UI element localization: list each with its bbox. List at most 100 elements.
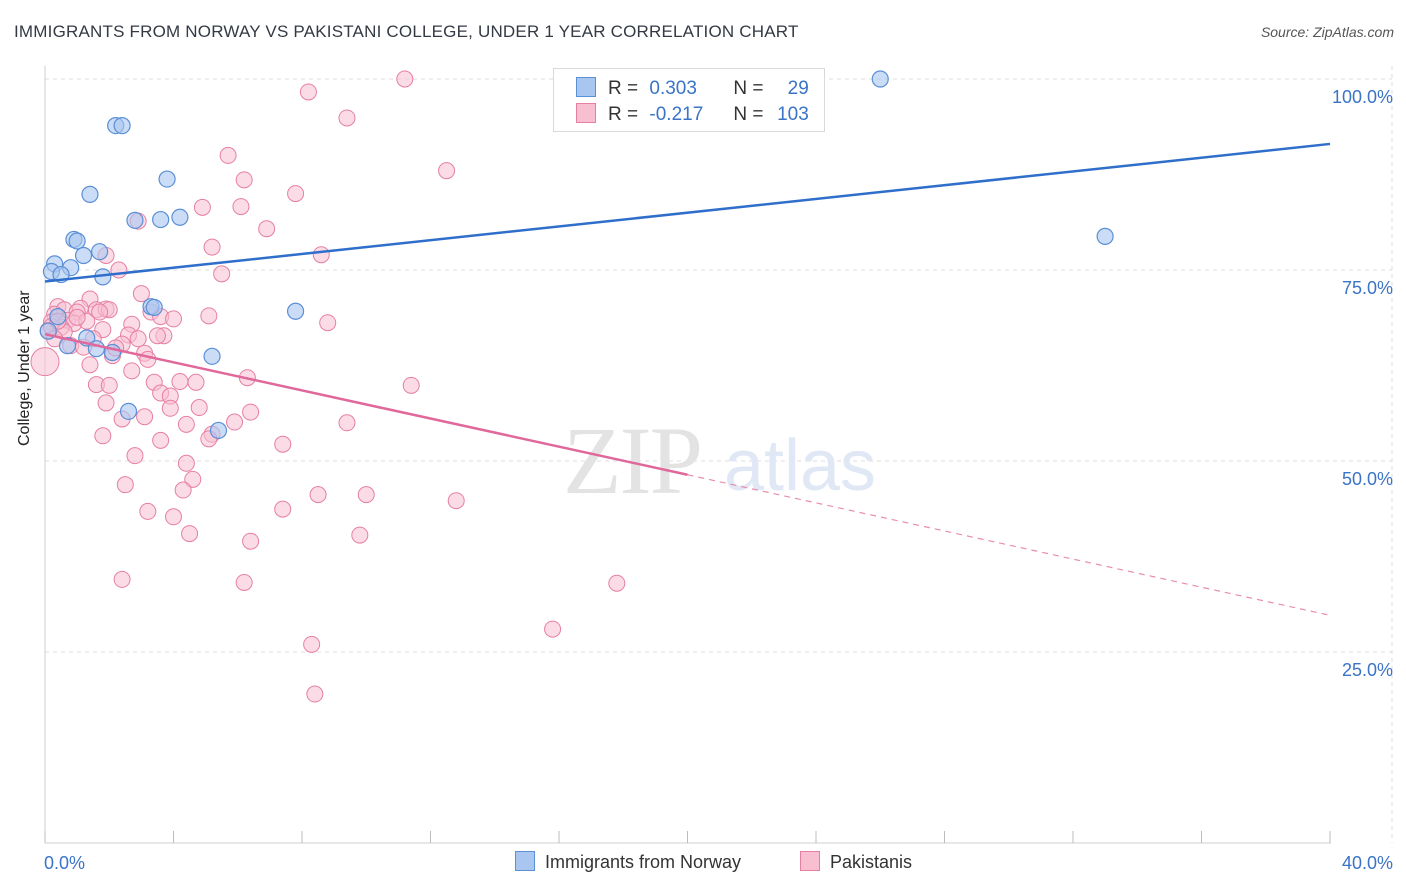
- pakistanis-point: [242, 532, 260, 550]
- pakistanis-point: [177, 454, 195, 472]
- norway-point: [49, 308, 67, 326]
- norway-point: [171, 208, 189, 226]
- norway-point: [203, 347, 221, 365]
- pakistanis-point: [152, 431, 170, 449]
- norway-point: [1096, 227, 1114, 245]
- axes: [44, 66, 1331, 844]
- legend-swatch-norway: [576, 77, 596, 97]
- pakistanis-point: [139, 350, 157, 368]
- legend-r-value-norway: 0.303: [649, 78, 697, 99]
- pakistanis-point: [402, 376, 420, 394]
- pakistanis-point: [219, 146, 237, 164]
- y-tick-label: 50.0%: [1342, 469, 1393, 489]
- pakistanis-point: [242, 403, 260, 421]
- pakistanis-point: [309, 486, 327, 504]
- pakistanis-point: [274, 500, 292, 518]
- chart-title: IMMIGRANTS FROM NORWAY VS PAKISTANI COLL…: [14, 22, 799, 41]
- watermark: ZIP atlas: [563, 407, 876, 514]
- bottom-legend-label-pakistanis: Pakistanis: [830, 852, 913, 872]
- stats-legend: R = 0.303 N = 29 R = -0.217 N = 103: [553, 68, 825, 132]
- pakistanis-point: [132, 285, 150, 303]
- pakistanis-point: [274, 435, 292, 453]
- pakistanis-point: [608, 574, 626, 592]
- pakistanis-point: [438, 162, 456, 180]
- pakistanis-point: [184, 470, 202, 488]
- pakistanis-point: [171, 373, 189, 391]
- pakistanis-point: [303, 635, 321, 653]
- pakistanis-point: [94, 427, 112, 445]
- pakistanis-trend-line-solid: [44, 332, 688, 476]
- x-tick-label-min: 0.0%: [44, 853, 85, 873]
- bottom-legend-norway: Immigrants from Norway: [515, 851, 741, 873]
- pakistanis-point: [213, 265, 231, 283]
- pakistanis-point: [306, 685, 324, 703]
- pakistanis-point: [129, 330, 147, 348]
- pakistanis-point: [181, 525, 199, 543]
- bottom-legend-swatch-norway: [515, 851, 535, 871]
- pakistanis-point: [177, 415, 195, 433]
- pakistanis-point: [258, 220, 276, 238]
- pakistanis-points: [30, 70, 626, 703]
- norway-point: [152, 210, 170, 229]
- pakistanis-point: [447, 492, 465, 510]
- pakistanis-point: [190, 399, 208, 417]
- watermark-zip: ZIP: [563, 407, 701, 514]
- pakistanis-point: [126, 447, 144, 465]
- pakistanis-point: [68, 308, 86, 326]
- pakistanis-point: [100, 376, 118, 394]
- pakistanis-point: [91, 303, 109, 321]
- pakistanis-point: [319, 314, 337, 332]
- pakistanis-point: [312, 246, 330, 264]
- pakistanis-point: [235, 573, 253, 591]
- pakistanis-point: [30, 347, 60, 377]
- pakistanis-point: [165, 310, 182, 328]
- norway-point: [68, 232, 86, 250]
- pakistanis-point: [174, 481, 192, 499]
- pakistanis-point: [161, 399, 179, 417]
- norway-point: [119, 402, 138, 420]
- legend-n-label: N =: [733, 104, 764, 125]
- norway-point: [91, 243, 109, 261]
- tick-labels: 100.0% 75.0% 50.0% 25.0% 0.0% 40.0%: [44, 87, 1393, 873]
- norway-point: [145, 298, 163, 317]
- norway-point: [74, 246, 93, 265]
- legend-n-label: N =: [733, 78, 764, 99]
- legend-n-value-pakistanis: 103: [777, 104, 809, 125]
- legend-row-pakistanis: R = -0.217 N = 103: [576, 103, 809, 125]
- pakistanis-point: [139, 502, 157, 520]
- pakistanis-point: [81, 356, 99, 374]
- pakistanis-point: [113, 570, 131, 588]
- pakistanis-point: [338, 414, 356, 432]
- source-label: Source: ZipAtlas.com: [1260, 24, 1394, 40]
- bottom-legend-label-norway: Immigrants from Norway: [545, 852, 742, 872]
- legend-swatch-pakistanis: [576, 103, 596, 123]
- pakistanis-point: [226, 413, 244, 431]
- legend-r-label: R =: [608, 104, 639, 125]
- y-tick-label: 100.0%: [1332, 87, 1393, 107]
- x-tick-label-max: 40.0%: [1342, 853, 1393, 873]
- norway-point: [209, 421, 228, 440]
- norway-point: [158, 170, 176, 188]
- bottom-legend-pakistanis: Pakistanis: [800, 851, 912, 873]
- legend-r-value-pakistanis: -0.217: [649, 104, 704, 125]
- pakistanis-point: [396, 70, 414, 88]
- norway-point: [126, 211, 144, 229]
- legend-n-value-norway: 29: [787, 78, 809, 99]
- pakistanis-point: [97, 394, 115, 412]
- y-tick-label: 25.0%: [1342, 660, 1393, 680]
- norway-point: [81, 185, 99, 203]
- trend-lines: [44, 142, 1331, 616]
- pakistanis-point: [116, 476, 134, 494]
- pakistanis-point: [193, 198, 211, 216]
- norway-point: [58, 337, 77, 355]
- pakistanis-point: [165, 508, 182, 526]
- y-axis-label: College, Under 1 year: [16, 290, 33, 446]
- pakistanis-point: [357, 486, 375, 504]
- pakistanis-point: [136, 408, 154, 426]
- pakistanis-point: [351, 526, 369, 544]
- norway-trend-line: [44, 142, 1331, 283]
- pakistanis-trend-line-dashed: [687, 474, 1331, 616]
- pakistanis-point: [544, 620, 562, 638]
- pakistanis-point: [299, 83, 317, 101]
